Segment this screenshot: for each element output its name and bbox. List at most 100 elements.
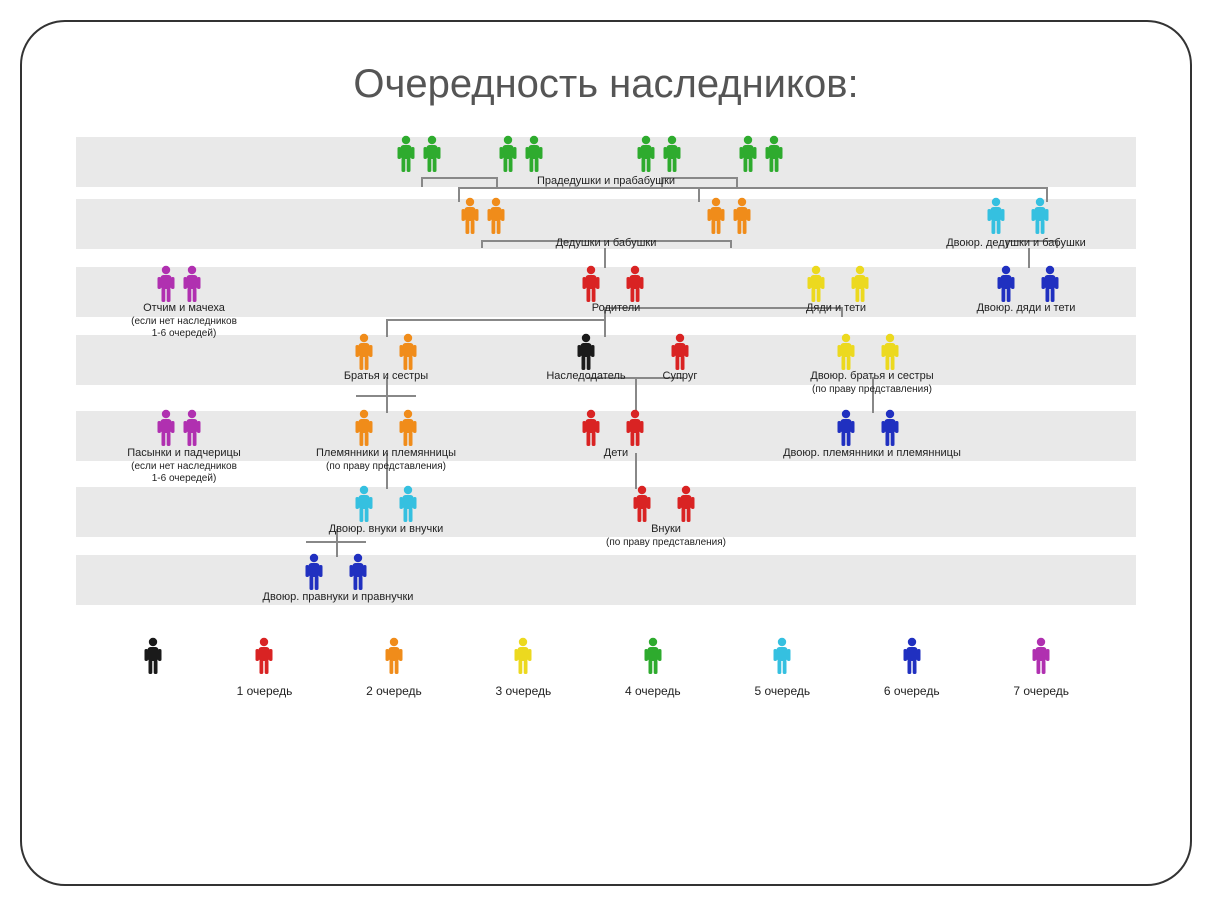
- person-group: [806, 265, 870, 303]
- person-icon: [738, 135, 758, 173]
- person-icon: [143, 637, 163, 675]
- connector-line: [481, 240, 483, 248]
- person-group: [354, 485, 418, 523]
- group-label: 1-6 очередей): [74, 325, 294, 340]
- connector-line: [306, 541, 366, 543]
- legend-label: 4 очередь: [625, 684, 681, 698]
- person-icon: [732, 197, 752, 235]
- person-group: [156, 265, 202, 303]
- person-icon: [670, 333, 690, 371]
- person-icon: [524, 135, 544, 173]
- person-icon: [996, 265, 1016, 303]
- diagram-canvas: Прадедушки и прабабушки: [76, 137, 1136, 697]
- legend-label: 2 очередь: [366, 684, 422, 698]
- person-icon: [354, 333, 374, 371]
- legend-item: 1 очередь: [237, 637, 293, 698]
- person-icon: [182, 265, 202, 303]
- person-icon: [348, 553, 368, 591]
- group-label: Братья и сестры: [276, 368, 496, 383]
- person-group: [354, 333, 418, 371]
- person-icon: [581, 409, 601, 447]
- person-icon: [632, 485, 652, 523]
- person-icon: [398, 333, 418, 371]
- connector-line: [730, 240, 732, 248]
- group-label: Двоюр. правнуки и правнучки: [228, 589, 448, 604]
- legend-item: 6 очередь: [884, 637, 940, 698]
- legend-item: 5 очередь: [754, 637, 810, 698]
- person-icon: [772, 637, 792, 675]
- person-icon: [460, 197, 480, 235]
- person-icon: [486, 197, 506, 235]
- person-icon: [384, 637, 404, 675]
- person-icon: [625, 409, 645, 447]
- person-group: [670, 333, 690, 371]
- person-group: [498, 135, 544, 173]
- person-group: [836, 409, 900, 447]
- legend-label: 6 очередь: [884, 684, 940, 698]
- person-icon: [836, 333, 856, 371]
- legend-item: 3 очередь: [496, 637, 552, 698]
- person-group: [581, 265, 645, 303]
- legend-item: 4 очередь: [625, 637, 681, 698]
- group-label: Двоюр. дяди и тети: [916, 300, 1136, 315]
- person-icon: [254, 637, 274, 675]
- legend-item: 2 очередь: [366, 637, 422, 698]
- person-group: [636, 135, 682, 173]
- person-icon: [662, 135, 682, 173]
- connector-line: [698, 187, 700, 202]
- person-group: [996, 265, 1060, 303]
- person-icon: [576, 333, 596, 371]
- group-label: Двоюр. внуки и внучки: [276, 521, 496, 536]
- connector-line: [421, 177, 423, 187]
- group-label: Прадедушки и прабабушки: [496, 173, 716, 188]
- page-title: Очередность наследников:: [22, 62, 1190, 107]
- group-label: Двоюр. дедушки и бабушки: [906, 235, 1126, 250]
- person-group: [581, 409, 645, 447]
- person-group: [738, 135, 784, 173]
- group-label: Супруг: [570, 368, 790, 383]
- person-icon: [643, 637, 663, 675]
- person-icon: [398, 409, 418, 447]
- person-icon: [1031, 637, 1051, 675]
- group-label: Двоюр. племянники и племянницы: [762, 445, 982, 460]
- person-icon: [902, 637, 922, 675]
- person-icon: [581, 265, 601, 303]
- person-icon: [1040, 265, 1060, 303]
- person-group: [304, 553, 368, 591]
- group-label: Родители: [506, 300, 726, 315]
- person-icon: [676, 485, 696, 523]
- legend-label: 3 очередь: [496, 684, 552, 698]
- person-group: [986, 197, 1050, 235]
- group-label: Дедушки и бабушки: [496, 235, 716, 250]
- person-group: [632, 485, 696, 523]
- group-label: (по праву представления): [556, 534, 776, 549]
- person-icon: [498, 135, 518, 173]
- person-icon: [422, 135, 442, 173]
- person-icon: [304, 553, 324, 591]
- connector-line: [386, 319, 606, 321]
- person-icon: [1030, 197, 1050, 235]
- person-icon: [636, 135, 656, 173]
- person-group: [706, 197, 752, 235]
- legend: 1 очередь 2 очередь 3 очередь 4 очередь …: [76, 637, 1136, 698]
- legend-item: [143, 637, 163, 698]
- connector-line: [736, 177, 738, 187]
- person-group: [836, 333, 900, 371]
- person-group: [576, 333, 596, 371]
- person-icon: [354, 409, 374, 447]
- group-label: Дети: [506, 445, 726, 460]
- person-icon: [513, 637, 533, 675]
- person-icon: [156, 409, 176, 447]
- legend-label: 1 очередь: [237, 684, 293, 698]
- connector-line: [356, 395, 416, 397]
- group-label: (по праву представления): [276, 458, 496, 473]
- person-icon: [806, 265, 826, 303]
- legend-label: 7 очередь: [1013, 684, 1069, 698]
- person-icon: [764, 135, 784, 173]
- person-icon: [182, 409, 202, 447]
- legend-item: 7 очередь: [1013, 637, 1069, 698]
- person-icon: [880, 409, 900, 447]
- person-icon: [354, 485, 374, 523]
- legend-label: 5 очередь: [754, 684, 810, 698]
- person-icon: [986, 197, 1006, 235]
